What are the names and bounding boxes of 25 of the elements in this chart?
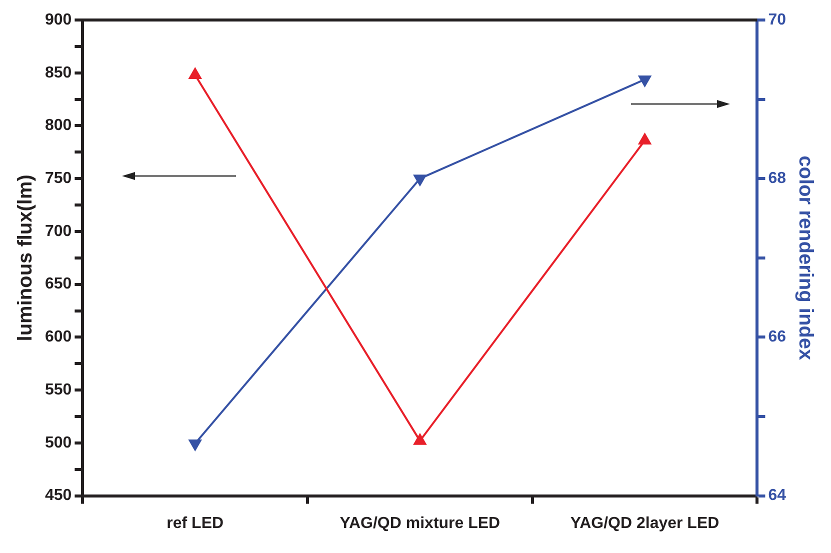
y-tick-label: 450 — [44, 487, 72, 504]
point — [638, 132, 652, 145]
x-tick-label: YAG/QD mixture LED — [340, 514, 500, 532]
x-tick-label: ref LED — [166, 514, 224, 532]
y-tick-label: 850 — [44, 64, 72, 82]
y-tick-label: 800 — [44, 117, 72, 134]
y-tick-label: 550 — [44, 381, 72, 398]
y-tick-label: 600 — [44, 328, 72, 346]
point — [188, 66, 202, 79]
point — [638, 75, 652, 88]
y-tick-label: 900 — [44, 11, 72, 28]
y-tick-label: 750 — [44, 170, 72, 188]
y-tick-label: 650 — [44, 276, 72, 293]
y2-tick-label: 64 — [768, 487, 786, 504]
y2-axis-title: color rendering index — [794, 156, 816, 360]
y2-tick-label: 66 — [768, 328, 786, 346]
y-tick-label: 500 — [44, 434, 72, 452]
y-tick-label: 700 — [44, 222, 72, 240]
y-axis-title: luminous flux(lm) — [14, 174, 37, 342]
point — [413, 174, 427, 187]
point — [413, 432, 427, 445]
point — [188, 439, 202, 452]
y2-tick-label: 70 — [768, 11, 786, 28]
x-tick-label: YAG/QD 2layer LED — [570, 514, 720, 532]
y2-tick-label: 68 — [768, 170, 786, 188]
